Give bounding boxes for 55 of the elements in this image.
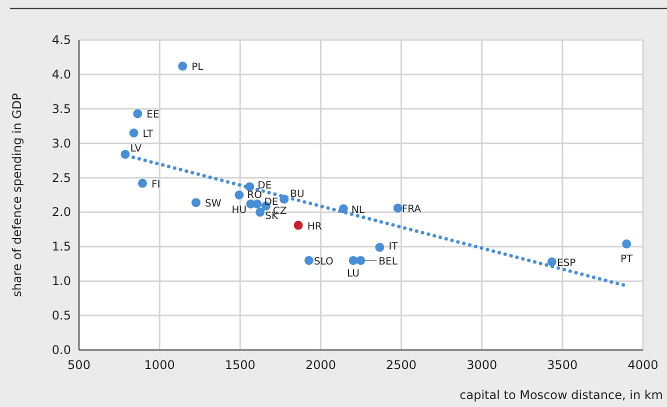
annotation: FRA [402, 204, 422, 216]
annotation: HU [232, 204, 247, 216]
y-tick-label: 4.0 [52, 67, 71, 82]
x-tick-label: 2000 [305, 358, 336, 372]
y-tick-label: 0.5 [52, 308, 71, 323]
point [393, 204, 402, 213]
annotation: BU [290, 189, 304, 200]
point [304, 256, 314, 265]
point [547, 257, 556, 266]
annotation: SW [204, 198, 222, 210]
y-tick-label: 2.0 [52, 205, 71, 220]
point [178, 62, 188, 71]
y-tick-label: 1.5 [52, 240, 71, 254]
point [138, 178, 147, 188]
x-tick-label: 4000 [628, 358, 658, 372]
annotation: HR [307, 221, 322, 232]
y-tick-label: 3.5 [52, 102, 71, 116]
y-tick-label: 2.5 [52, 170, 71, 185]
annotation: BEL [378, 256, 398, 268]
annotation: RO [247, 190, 262, 201]
point [252, 199, 262, 208]
y-tick-label: 3.0 [52, 136, 71, 150]
annotation: SLO [314, 256, 334, 268]
annotation: PT [620, 254, 634, 265]
annotation: FI [151, 179, 160, 190]
annotation: NL [351, 204, 365, 216]
annotation: IT [388, 241, 399, 252]
y-tick-label: 4.5 [52, 33, 71, 47]
x-tick-label: 1000 [144, 358, 175, 372]
point [256, 208, 265, 217]
annotation: DE [264, 196, 278, 208]
annotation: PL [192, 62, 204, 74]
y-tick-label: 1.0 [52, 274, 71, 288]
point [356, 256, 366, 265]
point [129, 128, 138, 138]
annotation: EE [146, 110, 160, 121]
y-tick-label: 0.0 [52, 343, 71, 357]
x-tick-label: 3500 [547, 358, 578, 372]
y-axis-title: share of defence spending in GDP [10, 93, 24, 297]
x-tick-label: 2500 [386, 358, 417, 372]
x-tick-label: 500 [68, 358, 90, 372]
annotation: LU [347, 268, 360, 280]
annotation: ESP [556, 258, 576, 269]
point [191, 198, 200, 208]
point [294, 220, 303, 230]
annotation: DE [258, 180, 272, 192]
point [133, 109, 142, 118]
point [622, 239, 632, 248]
annotation: LV [130, 143, 142, 154]
point [375, 242, 384, 252]
annotation: LT [142, 129, 154, 140]
x-tick-label: 3000 [466, 358, 498, 372]
point [234, 190, 244, 200]
x-axis-title: capital to Moscow distance, in km [460, 388, 663, 402]
x-tick-label: 1500 [224, 358, 256, 372]
